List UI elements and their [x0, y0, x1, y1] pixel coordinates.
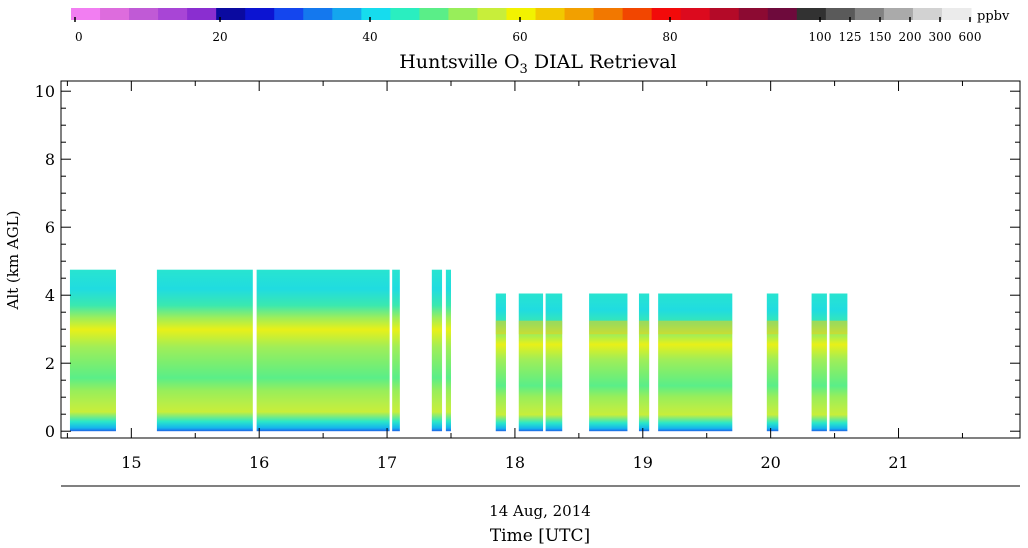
ozone-peak-band	[495, 320, 506, 335]
ozone-data-segment	[431, 269, 443, 432]
colorbar-swatch	[854, 8, 885, 20]
colorbar-swatch	[477, 8, 507, 20]
ozone-peak-band	[766, 320, 779, 335]
ozone-peak-band	[811, 320, 827, 335]
x-tick-label: 15	[121, 453, 141, 472]
y-tick-label: 0	[45, 422, 55, 441]
colorbar-tick-label: 125	[839, 30, 862, 44]
x-tick-label: 19	[633, 453, 653, 472]
colorbar-swatch	[825, 8, 856, 20]
ozone-peak-band	[829, 320, 848, 335]
ozone-data-segment	[545, 293, 563, 432]
colorbar-swatch	[187, 8, 217, 20]
colorbar-swatch	[129, 8, 159, 20]
colorbar-swatch	[767, 8, 798, 20]
colorbar-swatch	[303, 8, 333, 20]
x-tick-label: 17	[377, 453, 397, 472]
colorbar-swatch	[390, 8, 420, 20]
colorbar-swatch	[71, 8, 101, 20]
colorbar-swatch	[709, 8, 740, 20]
colorbar-tick-label: 100	[809, 30, 832, 44]
axes: 0 2 4 6 8 10 15 16 17 18 19 20 21	[35, 81, 1020, 472]
colorbar-swatch	[216, 8, 246, 20]
x-tick-label: 18	[505, 453, 525, 472]
x-tick-label: 16	[249, 453, 269, 472]
colorbar-swatch	[738, 8, 769, 20]
colorbar-swatch	[883, 8, 914, 20]
colorbar-swatch	[796, 8, 827, 20]
ozone-data-segment	[766, 293, 779, 432]
colorbar-tick-label: 300	[929, 30, 952, 44]
ozone-data-segment	[518, 293, 544, 432]
colorbar-unit-label: ppbv	[977, 9, 1010, 24]
ozone-data-segment	[69, 269, 116, 432]
ozone-data-segment	[638, 293, 650, 432]
ozone-peak-band	[658, 320, 733, 335]
colorbar-swatch	[332, 8, 362, 20]
ozone-data-segment	[256, 269, 390, 432]
colorbar-swatch	[593, 8, 624, 20]
colorbar-swatch	[680, 8, 711, 20]
ozone-peak-band	[518, 320, 544, 335]
colorbar-swatch	[448, 8, 478, 20]
y-tick-label: 2	[45, 354, 55, 373]
colorbar-swatch	[622, 8, 653, 20]
ozone-data-segment	[156, 269, 253, 432]
colorbar-swatch	[158, 8, 188, 20]
x-tick-label: 21	[888, 453, 908, 472]
colorbar-tick-label: 40	[362, 30, 377, 44]
colorbar-tick-label: 200	[899, 30, 922, 44]
ozone-data-segment	[811, 293, 827, 432]
title-subscript: 3	[520, 62, 528, 77]
ozone-data-segment	[829, 293, 848, 432]
y-tick-label: 10	[35, 82, 55, 101]
y-axis-label: Alt (km AGL)	[4, 211, 22, 311]
plot-area	[69, 269, 848, 432]
x-tick-label: 20	[760, 453, 780, 472]
y-tick-label: 4	[45, 286, 55, 305]
ozone-data-segment	[495, 293, 506, 432]
colorbar-swatch	[274, 8, 304, 20]
colorbar-tick-label: 20	[212, 30, 227, 44]
colorbar-swatch	[941, 8, 972, 20]
title-main: Huntsville O	[399, 51, 519, 73]
colorbar-swatch	[361, 8, 391, 20]
chart-title: Huntsville O3 DIAL Retrieval	[399, 51, 676, 77]
colorbar-swatch	[419, 8, 449, 20]
colorbar-tick-label: 60	[512, 30, 527, 44]
ozone-data-segment	[392, 269, 400, 432]
x-axis-date-label: 14 Aug, 2014	[489, 502, 591, 520]
ozone-data-segment	[445, 269, 451, 432]
ozone-peak-band	[638, 320, 650, 335]
ozone-peak-band	[545, 320, 563, 335]
colorbar-tick-label: 600	[959, 30, 982, 44]
colorbar-tick-label: 80	[662, 30, 677, 44]
y-tick-label: 6	[45, 218, 55, 237]
colorbar-swatch	[564, 8, 595, 20]
plot-frame	[60, 80, 1021, 439]
colorbar-swatch	[535, 8, 566, 20]
colorbar-tick-label: 0	[75, 30, 83, 44]
colorbar-swatch	[651, 8, 682, 20]
colorbar-swatch	[912, 8, 943, 20]
x-axis-label: Time [UTC]	[490, 526, 590, 546]
colorbar-swatch	[100, 8, 130, 20]
colorbar: 0 20 40 60 80 100 125 150 200 300 600	[71, 8, 981, 44]
colorbar-tick-label: 150	[869, 30, 892, 44]
ozone-data-segment	[658, 293, 733, 432]
ozone-peak-band	[589, 320, 628, 335]
colorbar-swatch	[245, 8, 275, 20]
title-rest: DIAL Retrieval	[528, 51, 677, 73]
y-tick-label: 8	[45, 150, 55, 169]
colorbar-swatch	[506, 8, 537, 20]
ozone-data-segment	[589, 293, 628, 432]
